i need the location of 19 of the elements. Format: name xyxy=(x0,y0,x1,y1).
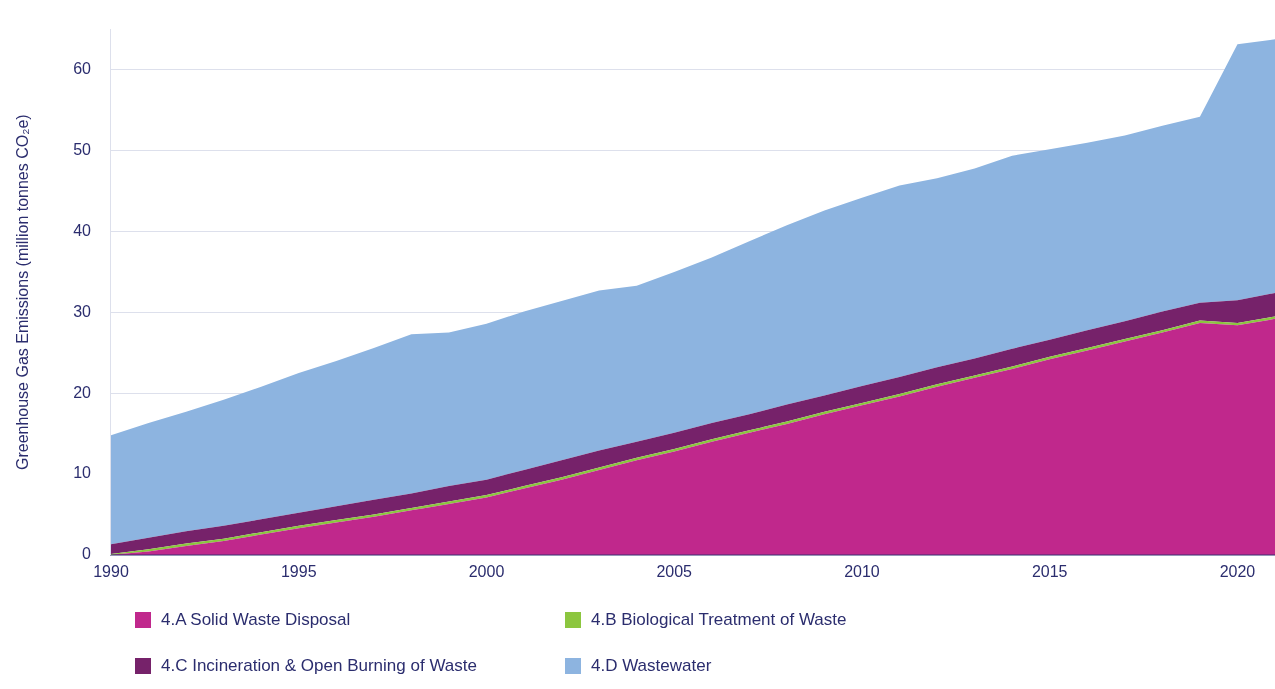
x-tick-label: 2015 xyxy=(1031,562,1068,580)
y-tick-label: 0 xyxy=(82,545,92,563)
x-tick-label: 2000 xyxy=(468,562,505,580)
y-tick-label: 50 xyxy=(73,141,92,159)
y-tick-label: 20 xyxy=(73,383,92,401)
x-tick-label: 1990 xyxy=(93,562,129,580)
legend-label: 4.A Solid Waste Disposal xyxy=(161,610,351,630)
legend-label: 4.B Biological Treatment of Waste xyxy=(591,610,847,630)
x-tick-label: 2005 xyxy=(656,562,693,580)
y-tick-label: 10 xyxy=(73,464,92,482)
legend-label: 4.D Wastewater xyxy=(591,656,712,676)
x-tick-label: 1995 xyxy=(280,562,317,580)
y-tick-label: 60 xyxy=(73,60,92,78)
y-tick-label: 40 xyxy=(73,222,92,240)
x-tick-label: 2010 xyxy=(844,562,880,580)
y-axis-title: Greenhouse Gas Emissions (million tonnes CO₂e) xyxy=(14,114,32,471)
legend-label: 4.C Incineration & Open Burning of Waste xyxy=(161,656,477,676)
y-tick-label: 30 xyxy=(73,302,92,320)
x-tick-label: 2020 xyxy=(1219,562,1256,580)
